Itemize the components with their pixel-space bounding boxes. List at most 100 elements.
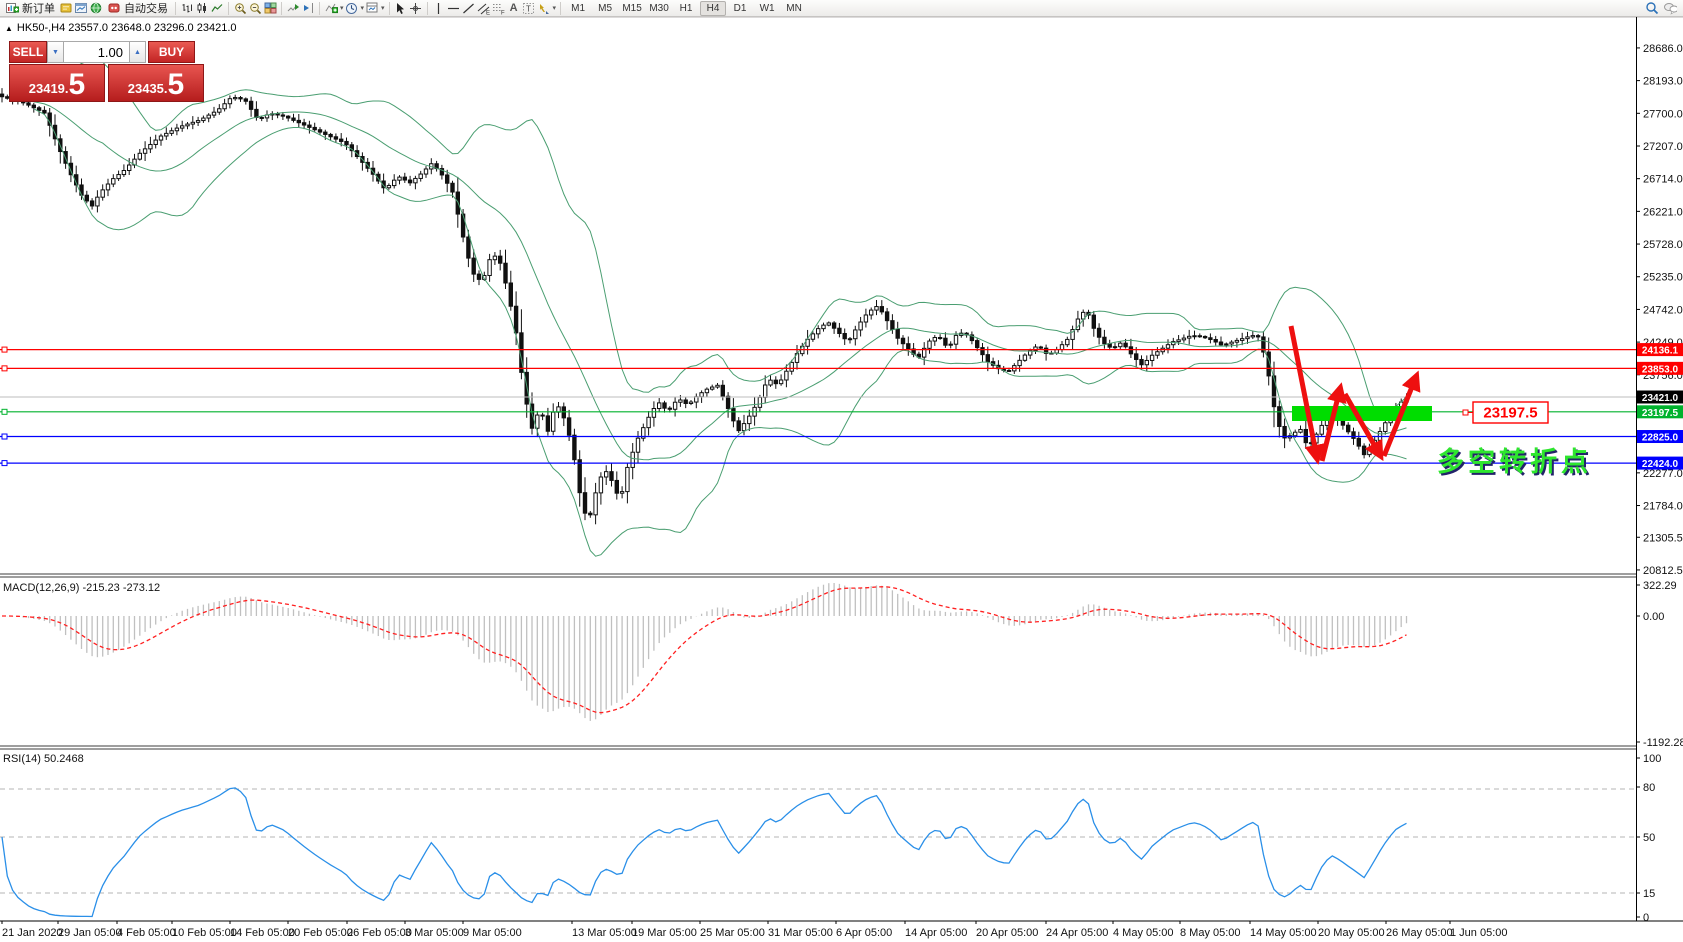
one-click-trade-panel: SELL ▼ ▲ BUY 23419. 5 23435. 5 — [9, 41, 204, 102]
fibonacci-icon[interactable]: F — [492, 2, 506, 15]
price-tag: 22424.0 — [1642, 459, 1679, 470]
arrows-dropdown-caret[interactable]: ▾ — [552, 5, 557, 12]
time-axis-label: 26 May 05:00 — [1386, 927, 1453, 939]
time-axis-label: 9 Mar 05:00 — [463, 927, 522, 939]
chart-shift-icon[interactable] — [301, 2, 315, 15]
period-h4-button[interactable]: H4 — [700, 0, 727, 16]
price-axis-label: 25728.0 — [1643, 239, 1683, 251]
line-chart-icon[interactable] — [210, 2, 224, 15]
rsi-axis-label: 50 — [1643, 832, 1655, 844]
price-axis-label: 20812.5 — [1643, 565, 1683, 577]
periods-clock-icon[interactable] — [345, 2, 359, 15]
rsi-axis-label: 0 — [1643, 912, 1649, 924]
autotrading-icon — [107, 2, 121, 15]
chart-window-icon[interactable] — [74, 2, 88, 15]
arrows-tool-icon[interactable] — [537, 2, 551, 15]
period-mn-button[interactable]: MN — [786, 2, 802, 14]
buy-button[interactable]: BUY — [148, 41, 195, 63]
svg-text:E: E — [486, 10, 490, 15]
main-toolbar: 新订单 自动交易 — [0, 0, 1683, 17]
period-d1-button[interactable]: D1 — [733, 2, 747, 14]
time-axis-label: 19 Mar 05:00 — [632, 927, 697, 939]
chat-icon[interactable] — [1663, 2, 1677, 15]
sell-price-display[interactable]: 23419. 5 — [9, 64, 105, 102]
time-axis-label: 29 Jan 05:00 — [58, 927, 122, 939]
period-m1-button[interactable]: M1 — [571, 2, 586, 14]
time-axis-label: 20 Feb 05:00 — [288, 927, 353, 939]
svg-text:T: T — [526, 4, 531, 13]
new-order-icon — [5, 2, 19, 15]
templates-icon[interactable] — [365, 2, 379, 15]
time-axis-label: 1 Jun 05:00 — [1450, 927, 1508, 939]
price-axis-label: 21305.5 — [1643, 532, 1683, 544]
autotrading-button[interactable]: 自动交易 — [104, 1, 171, 16]
collapse-arrow-icon[interactable]: ▲ — [5, 23, 13, 33]
period-m15-button[interactable]: M15 — [622, 2, 642, 14]
time-axis-label: 3 Mar 05:00 — [405, 927, 464, 939]
price-axis-label: 25235.0 — [1643, 272, 1683, 284]
vertical-line-icon[interactable] — [432, 2, 446, 15]
time-axis-label: 25 Mar 05:00 — [700, 927, 765, 939]
metaeditor-icon[interactable] — [59, 2, 73, 15]
volume-increase-button[interactable]: ▲ — [129, 41, 146, 63]
macd-axis-label: 0.00 — [1643, 611, 1664, 623]
price-axis-label: 28686.0 — [1643, 43, 1683, 55]
trendline-icon[interactable] — [462, 2, 476, 15]
period-m5-button[interactable]: M5 — [598, 2, 613, 14]
time-axis-label: 8 May 05:00 — [1180, 927, 1241, 939]
price-axis-label: 28193.0 — [1643, 76, 1683, 88]
time-axis-label: 10 Feb 05:00 — [172, 927, 237, 939]
toolbar-separator — [426, 1, 428, 15]
volume-decrease-button[interactable]: ▼ — [47, 41, 64, 63]
price-axis-label: 26221.0 — [1643, 206, 1683, 218]
indicators-dropdown-caret[interactable]: ▾ — [340, 5, 344, 12]
equidistant-channel-icon[interactable]: E — [477, 2, 491, 15]
rsi-axis-label: 80 — [1643, 782, 1655, 794]
toolbar-separator — [388, 1, 390, 15]
new-order-button[interactable]: 新订单 — [2, 1, 58, 16]
toolbar-separator — [560, 1, 562, 15]
horizontal-line-icon[interactable] — [447, 2, 461, 15]
label-tool-icon[interactable]: T — [522, 2, 536, 15]
volume-input[interactable] — [64, 41, 129, 63]
autotrading-label: 自动交易 — [124, 3, 168, 15]
svg-text:F: F — [501, 10, 505, 15]
price-axis-label: 26714.0 — [1643, 174, 1683, 186]
toolbar-separator — [319, 1, 320, 15]
search-icon[interactable] — [1645, 2, 1659, 15]
sell-price-big-digit: 5 — [68, 68, 86, 102]
zoom-in-icon[interactable] — [233, 2, 247, 15]
period-h1-button[interactable]: H1 — [679, 2, 693, 14]
periods-dropdown-caret[interactable]: ▾ — [360, 5, 365, 12]
templates-dropdown-caret[interactable]: ▾ — [381, 5, 385, 12]
bar-chart-icon[interactable] — [180, 2, 194, 15]
navigator-globe-icon[interactable] — [89, 2, 103, 15]
time-axis-label: 31 Mar 05:00 — [768, 927, 833, 939]
period-m30-button[interactable]: M30 — [649, 2, 669, 14]
text-tool-icon[interactable]: A — [509, 1, 518, 14]
price-axis-label: 27207.0 — [1643, 141, 1683, 153]
time-axis-label: 21 Jan 2020 — [2, 927, 63, 939]
buy-price-display[interactable]: 23435. 5 — [108, 64, 204, 102]
sell-button[interactable]: SELL — [9, 41, 47, 63]
crosshair-icon[interactable] — [409, 2, 423, 15]
rsi-axis-label: 100 — [1643, 753, 1661, 765]
macd-indicator-label: MACD(12,26,9) -215.23 -273.12 — [3, 582, 160, 594]
indicators-icon[interactable] — [324, 2, 338, 15]
period-w1-button[interactable]: W1 — [759, 2, 775, 14]
tile-windows-icon[interactable] — [263, 2, 277, 15]
cursor-icon[interactable] — [394, 2, 408, 15]
buy-price-main: 23435. — [127, 81, 168, 96]
time-axis-label: 14 May 05:00 — [1250, 927, 1317, 939]
toolbar-separator — [281, 1, 282, 15]
symbol-header: ▲ HK50-,H4 23557.0 23648.0 23296.0 23421… — [5, 22, 237, 34]
zoom-out-icon[interactable] — [248, 2, 262, 15]
candlestick-chart-icon[interactable] — [195, 2, 209, 15]
auto-scroll-icon[interactable] — [286, 2, 300, 15]
time-axis-label: 14 Apr 05:00 — [905, 927, 967, 939]
time-axis-label: 24 Apr 05:00 — [1046, 927, 1108, 939]
buy-price-big-digit: 5 — [167, 68, 185, 102]
price-tag: 23421.0 — [1642, 393, 1679, 404]
